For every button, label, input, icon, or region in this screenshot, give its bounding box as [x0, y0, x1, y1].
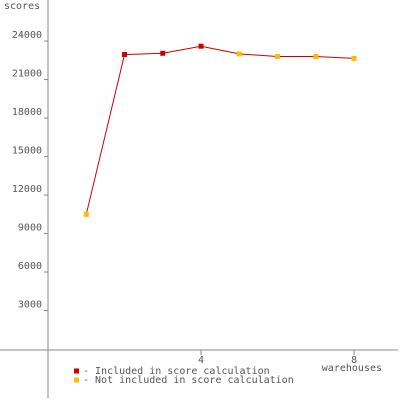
data-line: [85, 45, 355, 215]
y-tick-label: 9000: [18, 223, 42, 234]
x-axis-label: warehouses: [322, 363, 382, 374]
x-tick-label: 4: [198, 355, 204, 366]
y-tick-label: 21000: [12, 69, 42, 80]
legend-label: - Not included in score calculation: [83, 375, 294, 386]
data-point: [160, 50, 166, 56]
y-tick-label: 24000: [12, 30, 42, 41]
legend-label: - Included in score calculation: [83, 366, 270, 377]
data-point: [198, 43, 204, 49]
data-point: [275, 53, 281, 59]
data-point: [83, 211, 89, 217]
x-tick-label: 8: [351, 355, 357, 366]
data-point: [313, 53, 319, 59]
y-tick-label: 3000: [18, 300, 42, 311]
y-tick-label: 18000: [12, 107, 42, 118]
data-point: [122, 52, 128, 58]
y-axis-label: scores: [4, 1, 40, 12]
legend-marker: [74, 377, 79, 383]
legend-marker: [74, 368, 79, 374]
y-tick-label: 12000: [12, 184, 42, 195]
data-point: [351, 55, 357, 61]
y-tick-label: 6000: [18, 261, 42, 272]
y-tick-label: 15000: [12, 146, 42, 157]
data-point: [236, 51, 242, 57]
